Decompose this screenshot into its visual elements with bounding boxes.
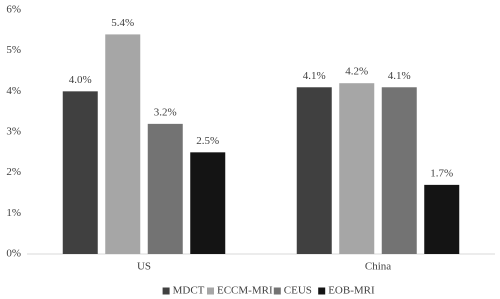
value-label: 4.0% (69, 74, 92, 86)
legend-label: CEUS (284, 285, 312, 297)
bar (105, 34, 141, 255)
value-label: 2.5% (196, 135, 219, 147)
bar (62, 91, 98, 254)
legend-swatch (273, 287, 281, 295)
value-label: 1.7% (430, 167, 453, 179)
y-tick-label: 1% (6, 207, 21, 219)
bar (190, 152, 226, 254)
x-tick-label: China (365, 261, 391, 273)
value-label: 5.4% (111, 17, 134, 29)
value-label: 3.2% (154, 106, 177, 118)
value-label: 4.1% (303, 70, 326, 82)
legend-swatch (318, 287, 326, 295)
y-tick-label: 5% (6, 44, 21, 56)
bar (339, 83, 375, 254)
legend-label: EOB-MRI (328, 285, 375, 297)
legend-swatch (207, 287, 214, 295)
bar (381, 87, 417, 255)
value-label: 4.1% (388, 70, 411, 82)
legend-label: MDCT (173, 285, 205, 297)
bar (296, 87, 332, 255)
bar (424, 184, 460, 254)
legend-label: ECCM-MRI (217, 285, 273, 297)
value-label: 4.2% (345, 66, 368, 78)
legend-swatch (162, 287, 170, 295)
y-tick-label: 6% (6, 4, 21, 16)
y-tick-label: 4% (6, 85, 21, 97)
y-tick-label: 0% (6, 248, 21, 260)
y-tick-label: 3% (6, 126, 21, 138)
x-tick-label: US (137, 261, 151, 273)
y-tick-label: 2% (6, 166, 21, 178)
bar (147, 123, 183, 254)
